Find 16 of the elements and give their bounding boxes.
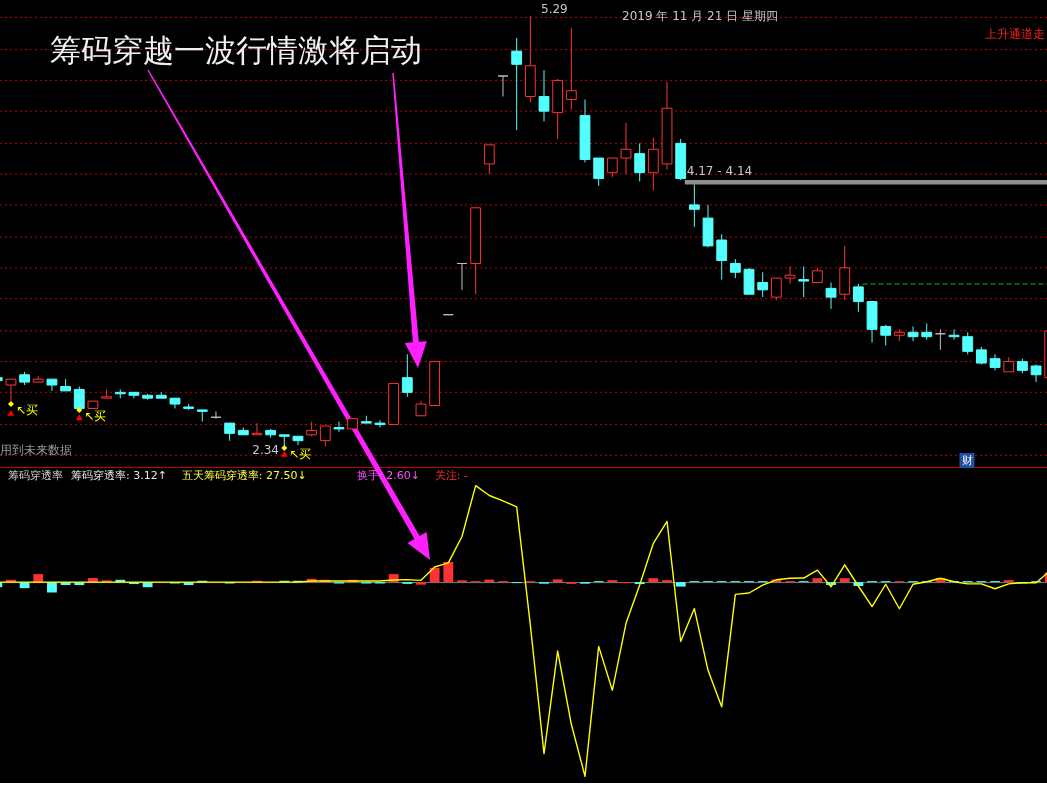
annotation: 上升通道走: [985, 27, 1045, 41]
data-label: ↖买: [289, 446, 312, 461]
annotation: 5.29: [541, 2, 568, 16]
text: 筹码穿透率: 3.12↑: [71, 469, 167, 482]
annotation: 2.34: [252, 443, 279, 457]
text: 五天筹码穿透率: 27.50↓: [181, 469, 307, 482]
band-label: 4.17 - 4.14: [686, 164, 753, 178]
annotation: 2019 年 11 月 21 日 星期四: [622, 9, 778, 23]
text: 关注: -: [434, 469, 468, 482]
data-label: ↖买: [84, 408, 107, 423]
annotation: 用到未来数据: [0, 443, 72, 457]
text: 换手: 2.60↓: [357, 469, 420, 482]
annotation: 筹码穿越一波行情激将启动: [50, 32, 422, 68]
data-label: ↖买: [15, 403, 38, 418]
chart-title: 筹码穿透率: [8, 469, 63, 482]
text: 财: [961, 454, 973, 467]
